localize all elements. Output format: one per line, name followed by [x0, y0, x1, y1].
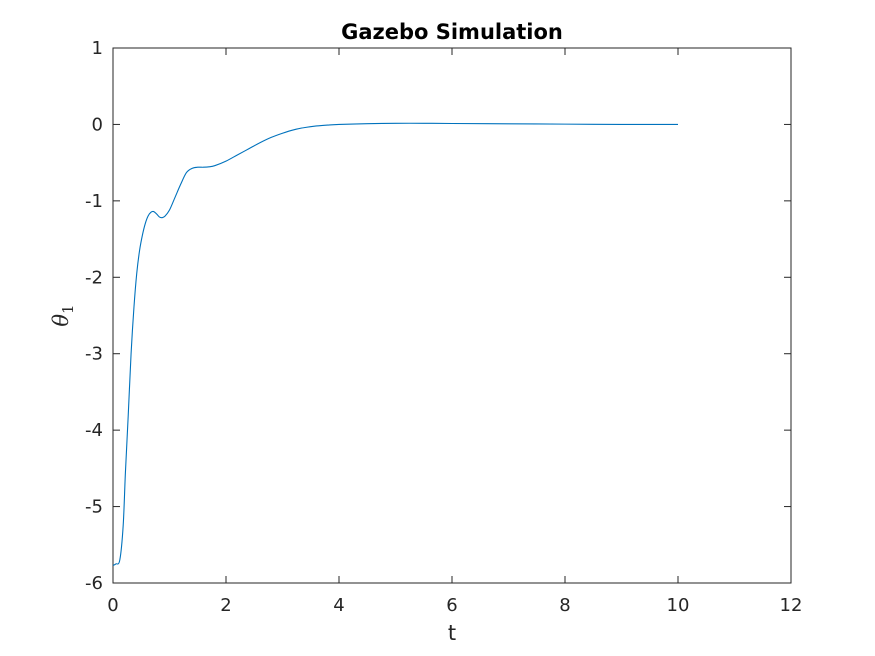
x-tick-label: 0	[107, 595, 118, 616]
x-tick-label: 12	[780, 595, 803, 616]
x-tick-label: 4	[333, 595, 344, 616]
y-tick-label: 1	[92, 38, 103, 59]
y-tick-label: -6	[85, 573, 103, 594]
x-tick-label: 2	[220, 595, 231, 616]
y-axis-label-subscript: 1	[59, 304, 77, 314]
chart-title: Gazebo Simulation	[341, 20, 563, 44]
plot-area	[112, 47, 792, 584]
y-tick-label: -5	[85, 497, 103, 518]
series-line-theta1	[112, 122, 679, 566]
axis-tick-labels: 0 2 4 6 8 10 12 -6 -5 -4 -3 -2 -1 0 1	[85, 38, 802, 616]
x-axis-label: t	[448, 621, 456, 645]
y-axis-label-symbol: θ	[49, 314, 73, 327]
y-tick-label: -1	[85, 191, 103, 212]
x-tick-label: 6	[446, 595, 457, 616]
axis-ticks	[112, 47, 792, 584]
x-tick-label: 8	[559, 595, 570, 616]
y-tick-label: -2	[85, 267, 103, 288]
x-tick-label: 10	[667, 595, 690, 616]
y-tick-label: 0	[92, 114, 103, 135]
y-axis-label: θ1	[49, 304, 77, 326]
y-tick-label: -4	[85, 420, 103, 441]
y-tick-label: -3	[85, 344, 103, 365]
